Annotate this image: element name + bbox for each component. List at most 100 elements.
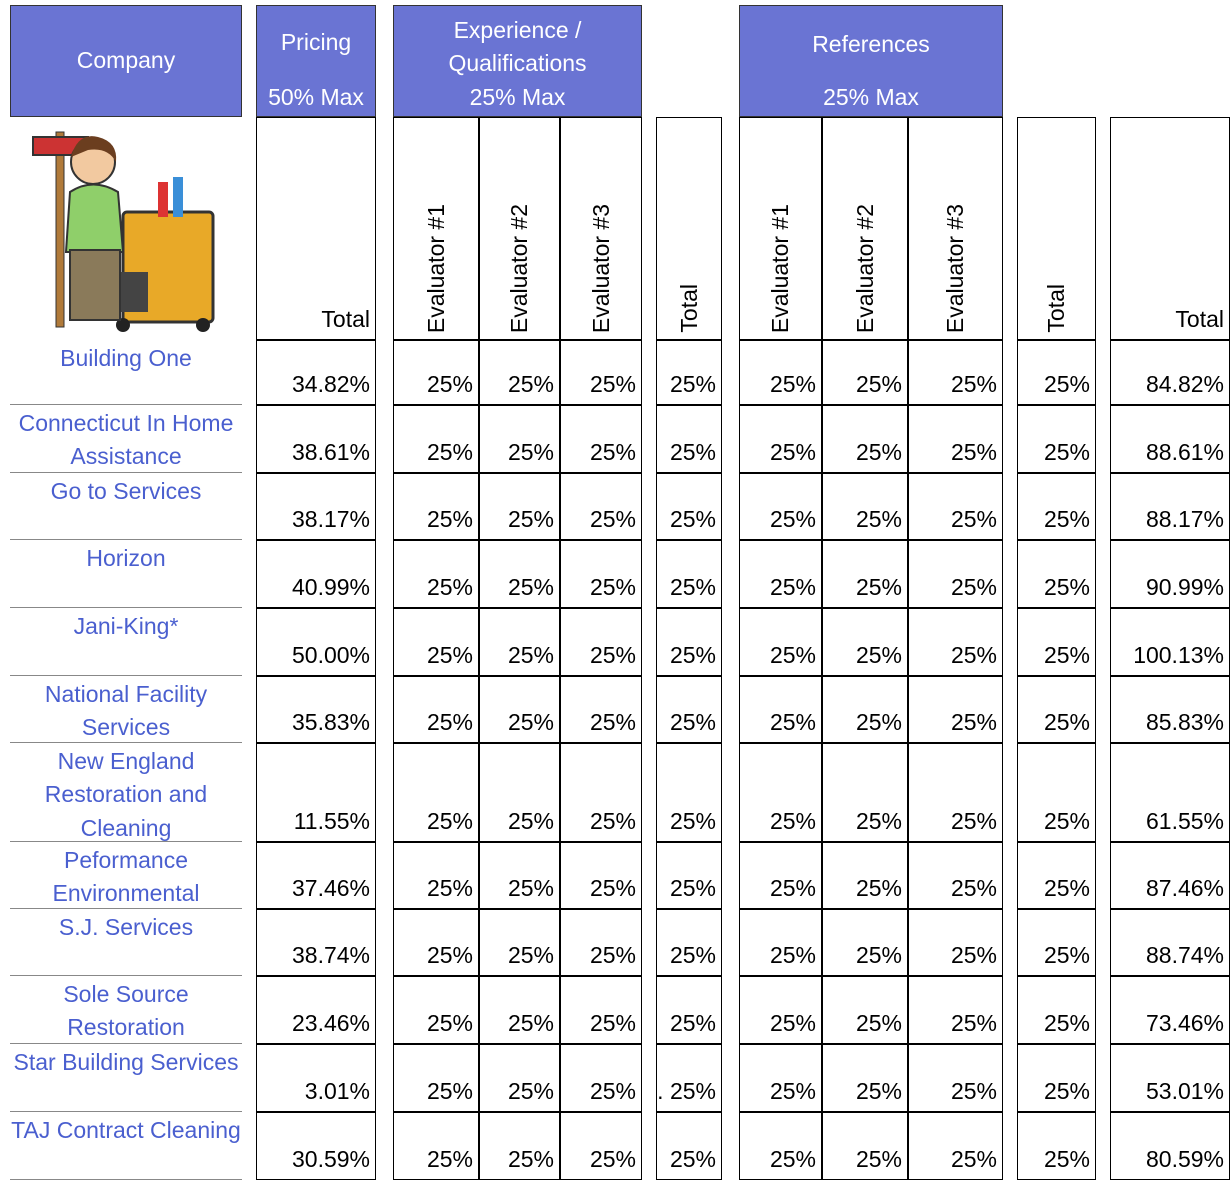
subheader-text: Total: [1175, 306, 1224, 333]
cell-value: 25%: [1044, 574, 1090, 601]
value-cell: 25%: [1017, 842, 1096, 909]
cell-value: 25%: [508, 808, 554, 835]
value-cell: 25%: [739, 676, 822, 743]
company-name: National Facility Services: [10, 678, 242, 745]
subheader-cell: Total: [1110, 117, 1230, 340]
value-cell: 25%: [1017, 909, 1096, 976]
cell-value: 25%: [508, 506, 554, 533]
value-cell: 25%: [908, 976, 1003, 1044]
value-cell: 25%: [908, 405, 1003, 473]
cell-value: 25%: [590, 506, 636, 533]
company-cell: New England Restoration and Cleaning: [10, 743, 242, 842]
company-name: S.J. Services: [59, 911, 193, 944]
company-cell: National Facility Services: [10, 676, 242, 743]
cell-value: 40.99%: [292, 574, 370, 601]
value-cell: 25%: [393, 405, 479, 473]
cell-value: 25%: [590, 574, 636, 601]
cell-value: 25%: [770, 1010, 816, 1037]
subheader-cell: Evaluator #3: [908, 117, 1003, 340]
value-cell: 25%: [908, 1044, 1003, 1112]
cell-value: 25%: [951, 942, 997, 969]
cell-value: 25%: [951, 574, 997, 601]
cell-value: 25%: [856, 1010, 902, 1037]
cell-value: 25%: [427, 875, 473, 902]
cell-value: 25%: [590, 642, 636, 669]
cell-value: 25%: [508, 371, 554, 398]
company-name: TAJ Contract Cleaning: [11, 1114, 241, 1147]
cell-value: 25%: [1044, 942, 1090, 969]
subheader-cell: Evaluator #3: [560, 117, 642, 340]
cell-value: 25%: [770, 642, 816, 669]
value-cell: 50.00%: [256, 608, 376, 676]
company-cell: Jani-King*: [10, 608, 242, 676]
value-cell: 25%: [393, 340, 479, 405]
value-cell: 25%: [393, 1112, 479, 1180]
value-cell: 40.99%: [256, 540, 376, 608]
cell-value: 25%: [951, 1010, 997, 1037]
value-cell: 25%: [908, 842, 1003, 909]
value-cell: 25%: [479, 405, 560, 473]
cell-value: 25%: [670, 942, 716, 969]
value-cell: 25%: [822, 743, 908, 842]
cell-value: 25%: [770, 709, 816, 736]
cell-value: 100.13%: [1133, 642, 1224, 669]
cell-value: 25%: [951, 642, 997, 669]
value-cell: 25%: [560, 473, 642, 540]
value-cell: 25%: [656, 473, 722, 540]
cell-value: 25%: [427, 506, 473, 533]
value-cell: 25%: [908, 1112, 1003, 1180]
value-cell: 25%: [822, 909, 908, 976]
subheader-text: Evaluator #3: [942, 204, 969, 333]
value-cell: 25%: [822, 676, 908, 743]
cell-value: 25%: [590, 808, 636, 835]
value-cell: 53.01%: [1110, 1044, 1230, 1112]
subheader-text: Evaluator #2: [852, 204, 879, 333]
cell-value: 50.00%: [292, 642, 370, 669]
cell-value: 84.82%: [1146, 371, 1224, 398]
value-cell: 25%: [393, 909, 479, 976]
cell-value: . 25%: [657, 1078, 716, 1105]
subheader-text: Total: [321, 306, 370, 333]
cell-value: 25%: [427, 574, 473, 601]
cell-value: 25%: [770, 574, 816, 601]
value-cell: 25%: [1017, 1044, 1096, 1112]
cell-value: 25%: [670, 709, 716, 736]
cell-value: 38.74%: [292, 942, 370, 969]
cell-value: 23.46%: [292, 1010, 370, 1037]
subheader-cell: Evaluator #1: [393, 117, 479, 340]
value-cell: 25%: [1017, 608, 1096, 676]
value-cell: 25%: [656, 976, 722, 1044]
cell-value: 25%: [670, 875, 716, 902]
cell-value: 25%: [856, 1078, 902, 1105]
value-cell: 87.46%: [1110, 842, 1230, 909]
cell-value: 25%: [856, 1146, 902, 1173]
value-cell: 25%: [739, 976, 822, 1044]
company-cell: Peformance Environmental: [10, 842, 242, 909]
header-text: Experience / Qualifications: [433, 14, 603, 81]
value-cell: 25%: [908, 340, 1003, 405]
cell-value: 88.61%: [1146, 439, 1224, 466]
cell-value: 25%: [1044, 875, 1090, 902]
cell-value: 25%: [670, 1146, 716, 1173]
value-cell: 25%: [560, 676, 642, 743]
subheader-text: Evaluator #1: [423, 204, 450, 333]
header-subtext: 25% Max: [470, 81, 566, 114]
subheader-cell: Total: [256, 117, 376, 340]
value-cell: 25%: [393, 540, 479, 608]
value-cell: 25%: [656, 608, 722, 676]
value-cell: 3.01%: [256, 1044, 376, 1112]
cell-value: 25%: [770, 1078, 816, 1105]
cell-value: 80.59%: [1146, 1146, 1224, 1173]
value-cell: 25%: [560, 405, 642, 473]
value-cell: 25%: [560, 608, 642, 676]
value-cell: 25%: [393, 608, 479, 676]
value-cell: 88.61%: [1110, 405, 1230, 473]
value-cell: 30.59%: [256, 1112, 376, 1180]
cell-value: 25%: [951, 808, 997, 835]
value-cell: 25%: [393, 676, 479, 743]
value-cell: 25%: [479, 842, 560, 909]
value-cell: 25%: [560, 976, 642, 1044]
cell-value: 25%: [427, 1010, 473, 1037]
